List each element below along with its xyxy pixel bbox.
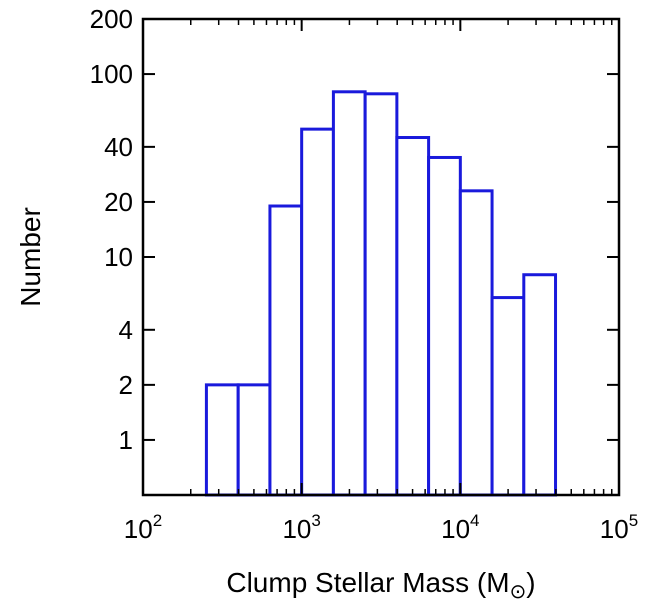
x-tick-label: 103: [282, 511, 320, 544]
y-tick-label: 40: [104, 132, 133, 162]
x-axis-title-close: ): [526, 567, 535, 598]
y-tick-label: 200: [90, 4, 133, 34]
x-axis-title: Clump Stellar Mass (M⊙): [226, 567, 535, 603]
y-tick-label: 20: [104, 187, 133, 217]
histogram-bar-1: [204, 383, 240, 497]
histogram-bar-3: [268, 204, 304, 497]
histogram-bar-2: [236, 383, 272, 497]
histogram-bar-7: [395, 136, 431, 497]
y-tick-label: 4: [119, 315, 133, 345]
histogram-bar-5: [331, 90, 367, 497]
x-axis-title-subscript: ⊙: [510, 581, 527, 603]
y-axis-title: Number: [15, 207, 46, 307]
histogram-bar-8: [427, 155, 462, 497]
histogram-bar-9: [458, 189, 494, 497]
x-tick-label: 104: [441, 511, 479, 544]
y-tick-label: 100: [90, 59, 133, 89]
histogram-bars: [204, 90, 558, 497]
histogram-bar-11: [522, 273, 558, 497]
histogram-bar-4: [300, 127, 335, 497]
x-tick-label: 105: [600, 511, 638, 544]
y-tick-label: 1: [119, 425, 133, 455]
histogram-bar-6: [363, 92, 399, 497]
y-tick-label: 10: [104, 242, 133, 272]
x-tick-label: 102: [124, 511, 162, 544]
axis-ticks: [142, 18, 620, 495]
y-tick-label: 2: [119, 370, 133, 400]
histogram-bar-10: [490, 296, 526, 497]
